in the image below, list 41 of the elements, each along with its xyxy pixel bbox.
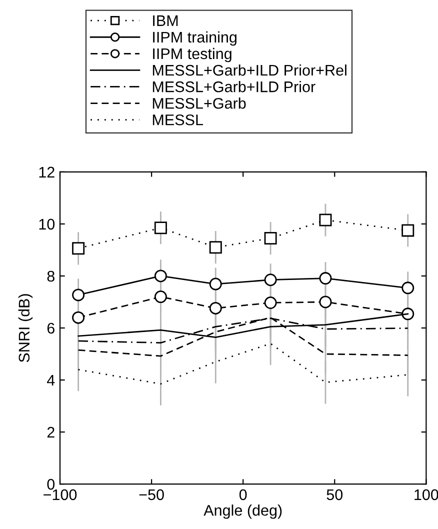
x-tick-label: 0 xyxy=(239,489,247,500)
y-tick-label: 4 xyxy=(47,375,55,386)
x-tick-label: 100 xyxy=(414,489,438,500)
legend-label: IIPM training xyxy=(153,31,236,46)
legend-label: MESSL+Garb xyxy=(152,98,246,109)
line-series xyxy=(78,316,409,357)
point xyxy=(264,274,277,286)
y-tick-label: 10 xyxy=(39,218,55,230)
point xyxy=(154,290,167,304)
point xyxy=(402,224,414,237)
point xyxy=(402,308,414,320)
point xyxy=(319,214,332,226)
y-tick-label: 0 xyxy=(47,478,55,490)
point xyxy=(402,282,414,294)
legend-label: MESSL xyxy=(152,114,203,126)
point xyxy=(264,296,277,309)
y-axis-title: SNRI (dB) xyxy=(18,294,33,362)
legend-label: IIPM testing xyxy=(153,48,232,62)
point xyxy=(319,296,332,308)
point xyxy=(209,302,222,314)
point xyxy=(209,278,222,290)
x-axis-title: Angle (deg) xyxy=(204,504,282,519)
y-tick-label: 12 xyxy=(39,166,54,178)
point xyxy=(264,232,277,244)
legend-label: MESSL+Garb+ILD Prior xyxy=(152,81,316,92)
y-tick-label: 6 xyxy=(47,322,54,334)
legend-label: MESSL+Garb+ILD Prior+Rel xyxy=(152,64,346,76)
point xyxy=(154,270,167,282)
legend-label: IBM xyxy=(153,15,178,26)
point xyxy=(72,311,85,324)
point xyxy=(72,288,85,302)
x-tick-label: 50 xyxy=(326,489,343,500)
point xyxy=(319,272,332,285)
y-tick-label: 8 xyxy=(47,270,54,282)
x-tick-label: −50 xyxy=(139,489,164,500)
x-tick-label: −100 xyxy=(44,489,77,500)
line-series xyxy=(78,342,409,385)
y-tick-label: 2 xyxy=(47,426,54,438)
point xyxy=(209,241,222,254)
point xyxy=(154,222,167,234)
point xyxy=(72,242,85,255)
